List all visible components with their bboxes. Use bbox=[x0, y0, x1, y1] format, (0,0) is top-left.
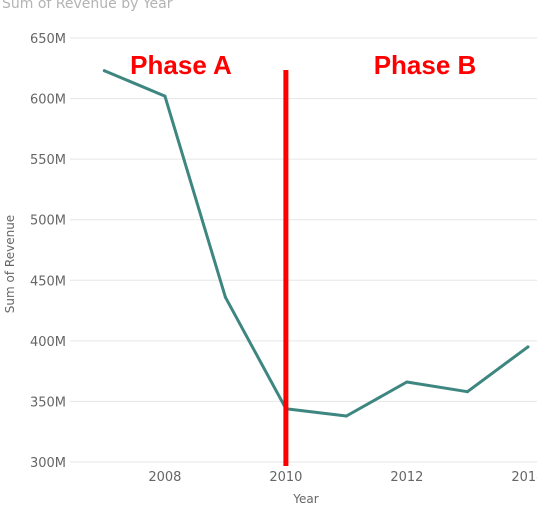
y-tick-labels: 300M 350M 400M 450M 500M 550M 600M 650M bbox=[30, 32, 66, 471]
data-point bbox=[223, 295, 227, 299]
data-point bbox=[526, 345, 530, 349]
phase-b-label: Phase B bbox=[374, 50, 477, 80]
y-tick-label: 650M bbox=[30, 32, 66, 47]
y-tick-label: 400M bbox=[30, 335, 66, 350]
y-tick-label: 300M bbox=[30, 456, 66, 471]
phase-a-label: Phase A bbox=[130, 50, 232, 80]
y-tick-label: 350M bbox=[30, 395, 66, 410]
series-group bbox=[102, 69, 530, 418]
x-axis-title: Year bbox=[292, 492, 318, 506]
annotations-group: Phase A Phase B bbox=[130, 50, 476, 466]
data-point bbox=[465, 390, 469, 394]
series-line bbox=[102, 69, 530, 418]
x-tick-label: 2008 bbox=[148, 470, 181, 485]
data-point bbox=[344, 414, 348, 418]
data-point bbox=[163, 94, 167, 98]
x-tick-label: 2010 bbox=[269, 470, 302, 485]
y-axis-title: Sum of Revenue bbox=[3, 215, 17, 313]
y-tick-label: 450M bbox=[30, 274, 66, 289]
data-point bbox=[102, 69, 106, 73]
x-tick-label: 2014 bbox=[511, 470, 537, 485]
gridlines bbox=[70, 37, 537, 463]
data-point bbox=[405, 380, 409, 384]
y-tick-label: 550M bbox=[30, 153, 66, 168]
chart-title: Sum of Revenue by Year bbox=[2, 0, 173, 12]
y-tick-label: 600M bbox=[30, 93, 66, 108]
x-tick-labels: 2008 2010 2012 2014 bbox=[148, 470, 537, 485]
x-tick-label: 2012 bbox=[390, 470, 423, 485]
y-tick-label: 500M bbox=[30, 214, 66, 229]
